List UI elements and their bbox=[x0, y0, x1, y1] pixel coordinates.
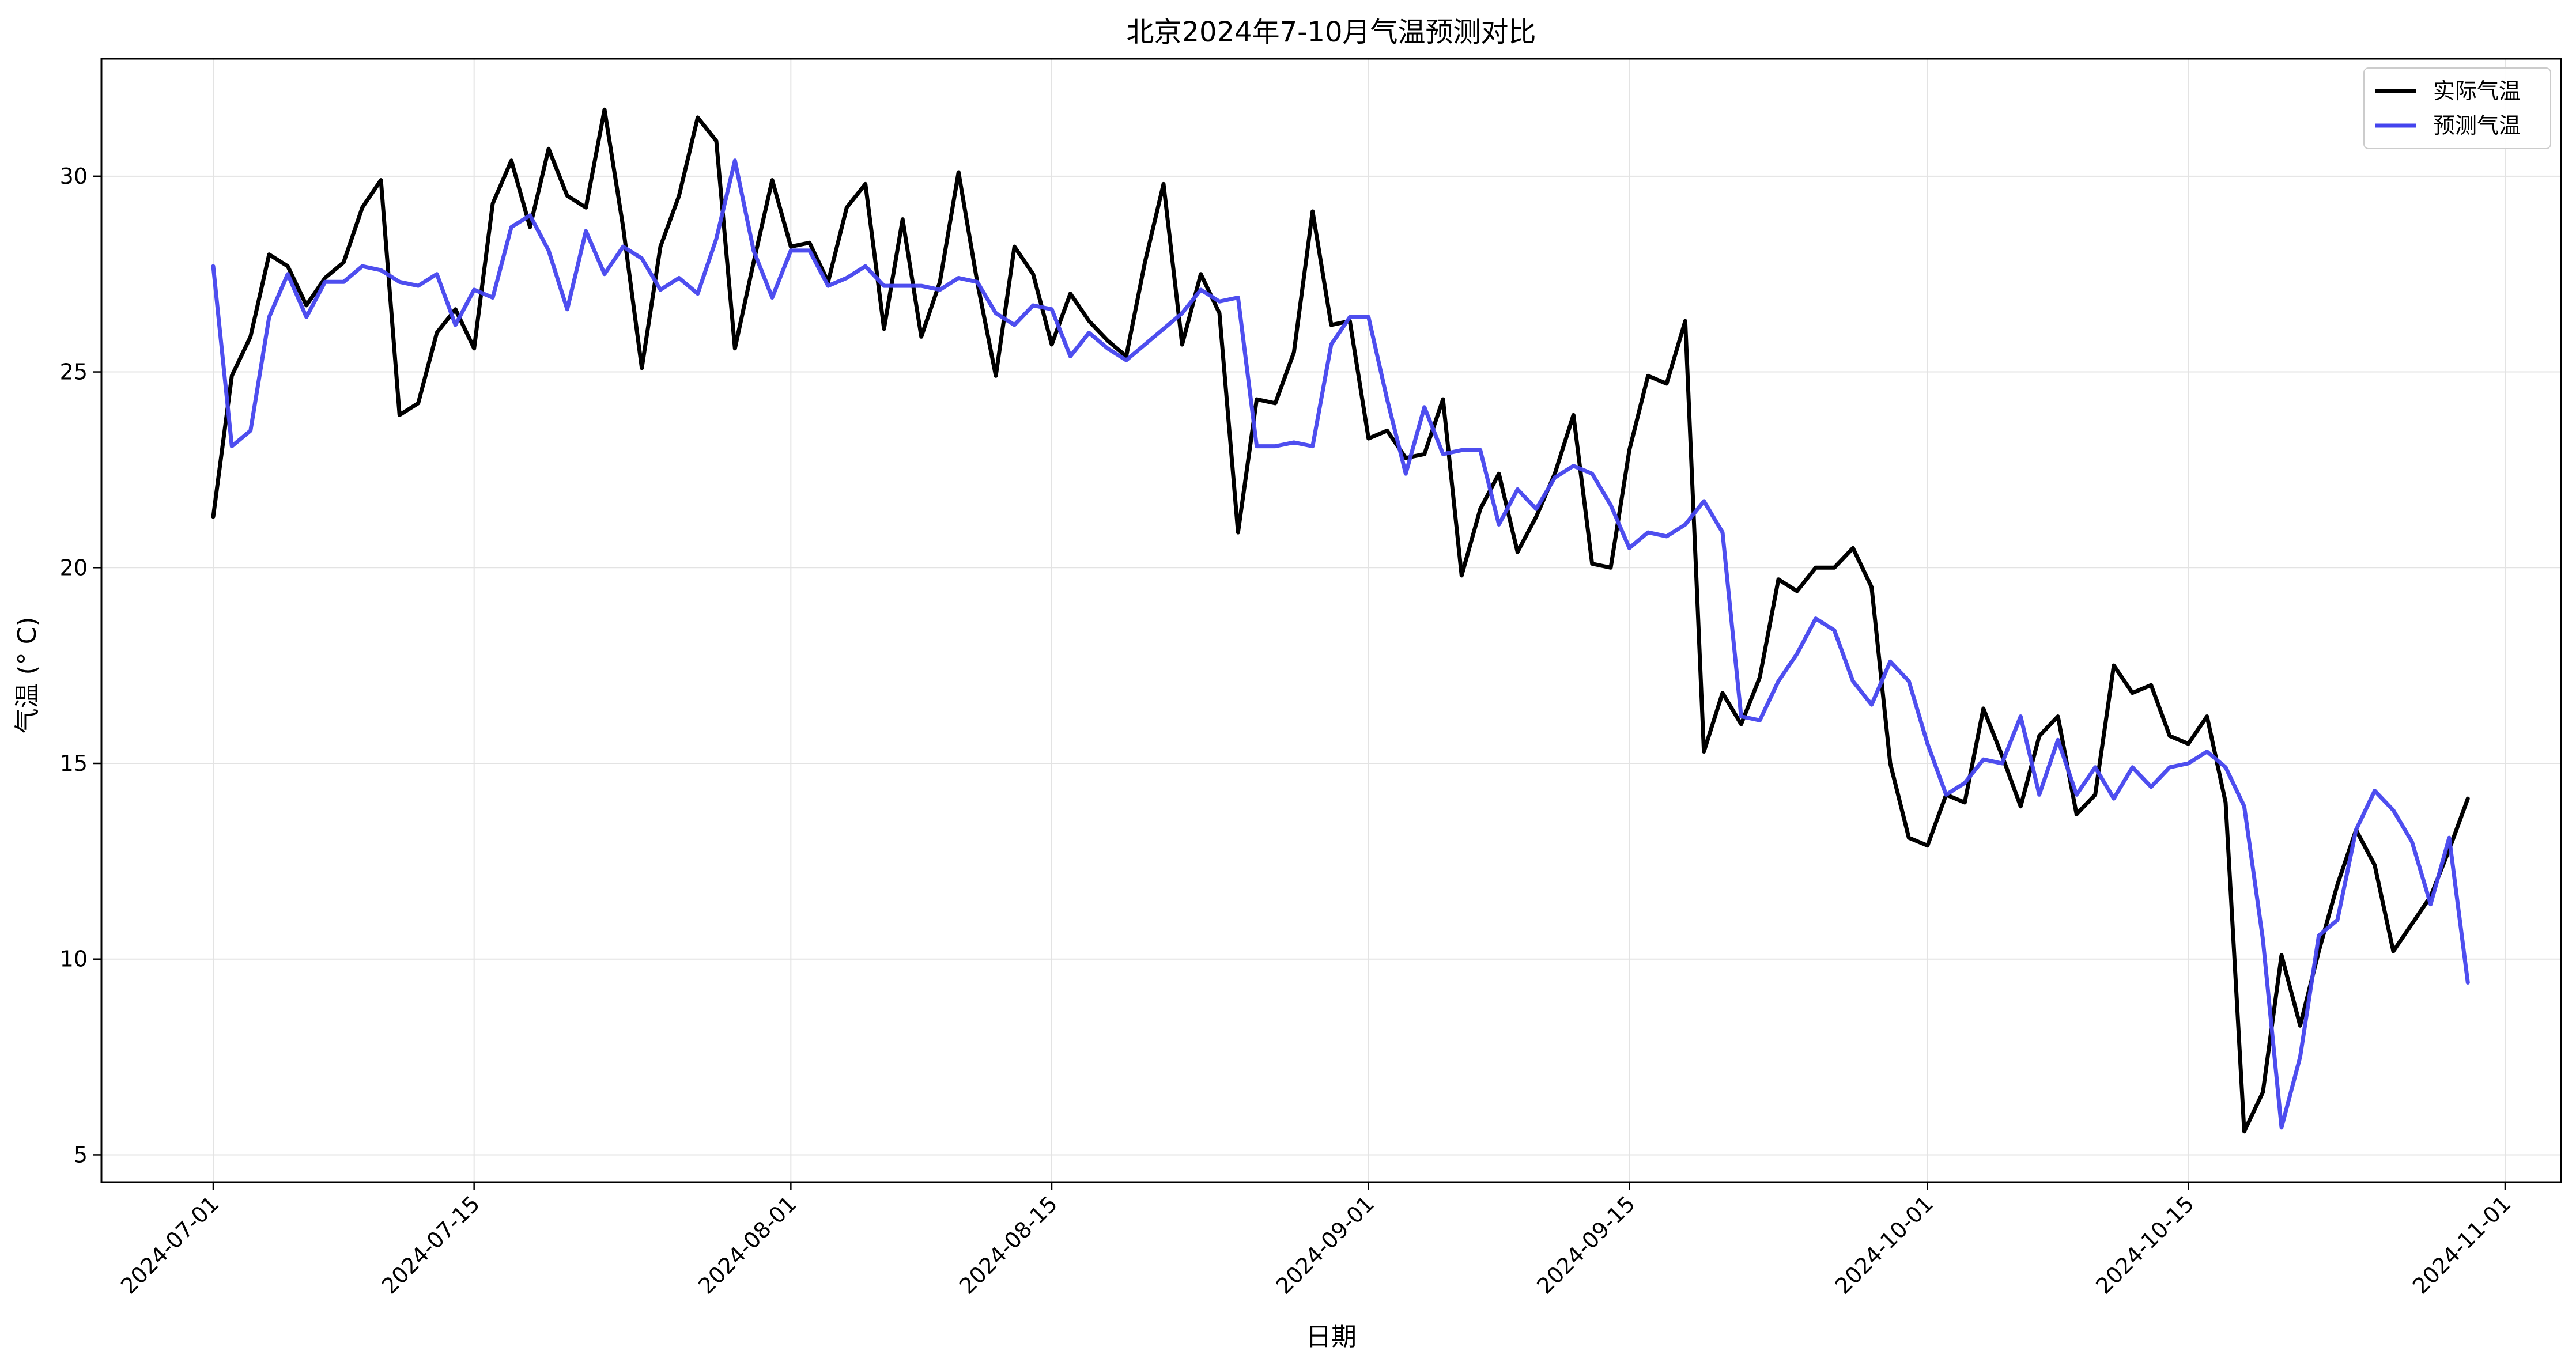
y-tick-label: 25 bbox=[60, 360, 88, 385]
series-line-forecast bbox=[211, 158, 2470, 1130]
legend-label-forecast: 预测气温 bbox=[2433, 113, 2521, 138]
legend: 实际气温 预测气温 bbox=[2363, 67, 2551, 149]
y-tick-label: 10 bbox=[60, 947, 88, 972]
legend-box bbox=[2363, 67, 2551, 149]
y-axis-label: 气温 (° C) bbox=[13, 616, 42, 733]
chart-title: 北京2024年7-10月气温预测对比 bbox=[1126, 16, 1536, 48]
series-line-actual bbox=[211, 107, 2470, 1134]
plot-frame bbox=[100, 58, 2562, 1183]
series-layer bbox=[211, 107, 2470, 1134]
y-tick-label: 5 bbox=[74, 1142, 88, 1167]
y-tick-label: 30 bbox=[60, 164, 88, 189]
y-axis: 5 10 15 20 25 30 bbox=[60, 164, 101, 1167]
y-tick-label: 15 bbox=[60, 751, 88, 776]
grid bbox=[101, 59, 2561, 1182]
y-tick-label: 20 bbox=[60, 555, 88, 580]
x-axis-label: 日期 bbox=[1306, 1322, 1357, 1352]
legend-label-actual: 实际气温 bbox=[2433, 78, 2521, 104]
